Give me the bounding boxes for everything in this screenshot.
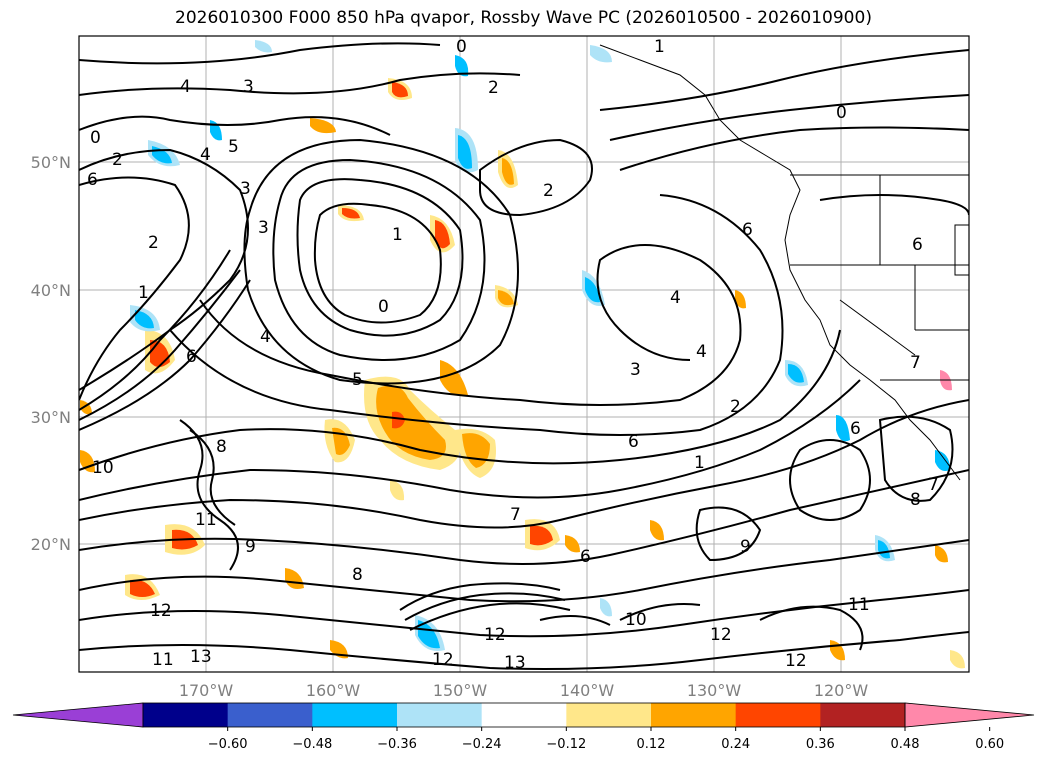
lat-label-30n: 30°N bbox=[31, 408, 71, 427]
colorbar-bin bbox=[143, 703, 229, 727]
colorbar-tick-label: 0.48 bbox=[891, 737, 920, 752]
contour-label: 6 bbox=[912, 235, 923, 255]
contour-label: 5 bbox=[352, 370, 363, 390]
lon-label-120w: 120°W bbox=[814, 681, 869, 700]
contour-label: 12 bbox=[785, 651, 807, 671]
colorbar-tick-label: 0.36 bbox=[806, 737, 835, 752]
colorbar: −0.60 −0.48 −0.36 −0.24 −0.12 0.12 0.24 0.36 0.4… bbox=[12, 702, 1035, 752]
colorbar-bin bbox=[312, 703, 398, 727]
contour-label: 2 bbox=[112, 150, 123, 170]
contour-label: 3 bbox=[630, 360, 641, 380]
contour-label: 5 bbox=[228, 137, 239, 157]
colorbar-bin bbox=[397, 703, 483, 727]
contour-label: 1 bbox=[654, 37, 665, 57]
contour-label: 3 bbox=[240, 179, 251, 199]
map-border bbox=[78, 35, 970, 673]
lon-label-140w: 140°W bbox=[560, 681, 615, 700]
contour-label: 2 bbox=[730, 397, 741, 417]
colorbar-border bbox=[142, 702, 906, 728]
contour-label: 6 bbox=[580, 547, 591, 567]
shaded-anomalies bbox=[80, 40, 965, 669]
contour-label: 10 bbox=[625, 610, 647, 630]
lon-label-170w: 170°W bbox=[179, 681, 234, 700]
contour-label: 8 bbox=[352, 565, 363, 585]
map-title: 2026010300 F000 850 hPa qvapor, Rossby W… bbox=[175, 8, 872, 28]
contour-label: 7 bbox=[510, 505, 521, 525]
colorbar-bin bbox=[651, 703, 737, 727]
contour-label: 0 bbox=[836, 103, 847, 123]
contour-label: 11 bbox=[152, 650, 174, 670]
colorbar-bin bbox=[566, 703, 652, 727]
latitude-labels: 50°N 40°N 30°N 20°N bbox=[31, 153, 71, 554]
contour-label: 3 bbox=[243, 77, 254, 97]
colorbar-tick-label: −0.60 bbox=[208, 737, 248, 752]
contour-label: 7 bbox=[910, 353, 921, 373]
contour-label: 6 bbox=[628, 432, 639, 452]
contour-label: 4 bbox=[670, 288, 681, 308]
contour-label: 10 bbox=[92, 458, 114, 478]
colorbar-bin bbox=[735, 703, 821, 727]
contour-label: 8 bbox=[910, 490, 921, 510]
contour-label: 2 bbox=[543, 181, 554, 201]
contour-label: 4 bbox=[200, 145, 211, 165]
lat-label-50n: 50°N bbox=[31, 153, 71, 172]
colorbar-extend-high bbox=[904, 702, 1035, 728]
colorbar-tick-label: −0.48 bbox=[292, 737, 332, 752]
contour-label: 0 bbox=[90, 128, 101, 148]
contour-label: 13 bbox=[504, 653, 526, 673]
colorbar-tick-label: −0.24 bbox=[462, 737, 502, 752]
contour-label: 6 bbox=[87, 170, 98, 190]
contour-label: 0 bbox=[456, 37, 467, 57]
contour-label: 12 bbox=[710, 625, 732, 645]
contour-label: 8 bbox=[216, 437, 227, 457]
contour-label: 9 bbox=[740, 537, 751, 557]
contour-label: 2 bbox=[488, 78, 499, 98]
lon-label-150w: 150°W bbox=[433, 681, 488, 700]
colorbar-tick-label: 0.12 bbox=[637, 737, 666, 752]
map-area bbox=[79, 36, 969, 672]
contour-label: 13 bbox=[190, 647, 212, 667]
contour-label: 12 bbox=[484, 625, 506, 645]
lon-label-130w: 130°W bbox=[687, 681, 742, 700]
contour-label: 4 bbox=[696, 342, 707, 362]
contour-label: 3 bbox=[258, 218, 269, 238]
contour-label: 11 bbox=[848, 595, 870, 615]
contour-label: 1 bbox=[694, 453, 705, 473]
lat-label-20n: 20°N bbox=[31, 535, 71, 554]
contour-label: 4 bbox=[180, 77, 191, 97]
contour-label-group: 4 3 2 2 1 0 6 5 4 3 2 1 0 6 2 1 0 6 4 4 … bbox=[87, 37, 939, 673]
colorbar-bin bbox=[227, 703, 313, 727]
contour-label: 1 bbox=[138, 283, 149, 303]
colorbar-tick-label: 0.24 bbox=[721, 737, 750, 752]
longitude-labels: 170°W 160°W 150°W 140°W 130°W 120°W bbox=[179, 681, 869, 700]
contour-label: 2 bbox=[148, 233, 159, 253]
contour-label: 0 bbox=[378, 297, 389, 317]
colorbar-tick-label: −0.12 bbox=[546, 737, 586, 752]
colorbar-tick-label: 0.60 bbox=[975, 737, 1004, 752]
graticule bbox=[79, 36, 969, 672]
colorbar-bin bbox=[481, 703, 567, 727]
contour-label: 12 bbox=[150, 601, 172, 621]
contour-label: 12 bbox=[432, 650, 454, 670]
lon-label-160w: 160°W bbox=[306, 681, 361, 700]
colorbar-extend-low bbox=[12, 702, 144, 728]
contour-label: 6 bbox=[186, 347, 197, 367]
coastlines bbox=[599, 44, 969, 481]
lat-label-40n: 40°N bbox=[31, 281, 71, 300]
colorbar-bin bbox=[820, 703, 906, 727]
contour-label: 9 bbox=[245, 537, 256, 557]
contour-label: 4 bbox=[260, 327, 271, 347]
contour-label: 11 bbox=[195, 510, 217, 530]
contours bbox=[79, 42, 969, 670]
colorbar-tick-label: −0.36 bbox=[377, 737, 417, 752]
contour-label: 6 bbox=[850, 419, 861, 439]
contour-label: 6 bbox=[742, 220, 753, 240]
contour-label: 7 bbox=[928, 475, 939, 495]
contour-label: 1 bbox=[392, 225, 403, 245]
